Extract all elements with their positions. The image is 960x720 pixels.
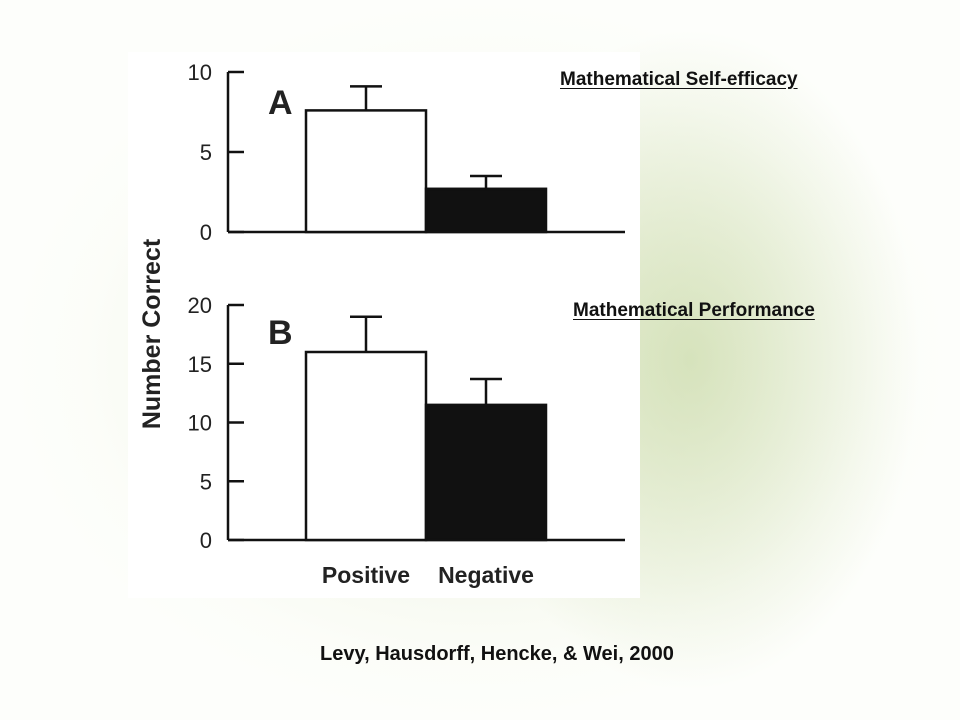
chart-svg: 0 5 10 A 0 5 10 15 20 B Positive Negative Number Cor…	[138, 60, 625, 588]
panel-b-y-tick-label: 20	[188, 293, 212, 318]
citation: Levy, Hausdorff, Hencke, & Wei, 2000	[320, 643, 674, 665]
x-category-label-positive: Positive	[322, 562, 410, 588]
panel-a-bar-positive	[304, 109, 428, 234]
x-category-label-negative: Negative	[438, 562, 534, 588]
panel-b-y-tick-label: 0	[200, 528, 212, 553]
panel-a-caption: Mathematical Self-efficacy	[560, 69, 798, 90]
panel-b-bar-negative	[424, 403, 548, 542]
bar-chart-figure: 0 5 10 A 0 5 10 15 20 B Positive Negative Number Cor…	[128, 52, 640, 598]
panel-b-bar-positive	[304, 350, 428, 542]
y-axis-title: Number Correct	[138, 238, 166, 429]
panel-a-bar-negative	[424, 187, 548, 234]
panel-a-y-tick-label: 10	[188, 60, 212, 85]
panel-b-y-tick-label: 10	[188, 411, 212, 436]
panel-b-y-tick-label: 15	[188, 352, 212, 377]
panel-b-caption: Mathematical Performance	[573, 300, 815, 321]
panel-b-y-tick-label: 5	[200, 469, 212, 494]
panel-a-y-tick-label: 5	[200, 140, 212, 165]
panel-a-letter: A	[268, 84, 293, 122]
panel-a-y-tick-label: 0	[200, 220, 212, 245]
panel-b-letter: B	[268, 314, 293, 352]
